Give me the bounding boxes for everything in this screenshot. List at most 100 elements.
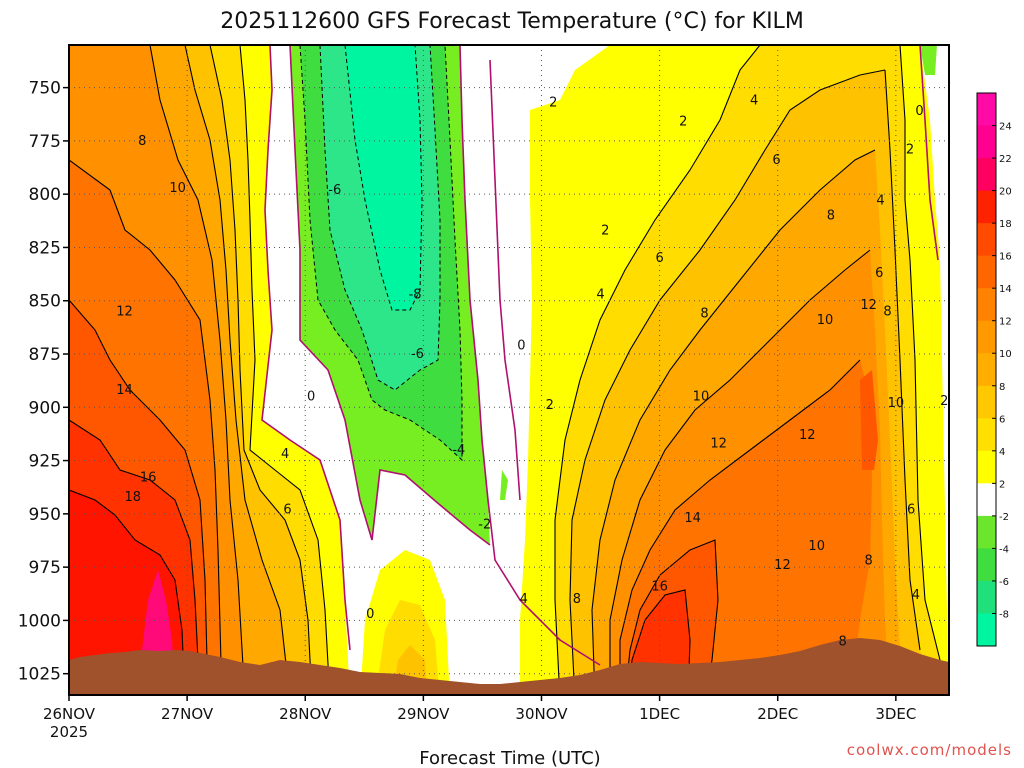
- contour-label: -8: [409, 287, 422, 302]
- colorbar-swatch: [977, 418, 996, 452]
- colorbar-label: 10: [999, 349, 1012, 360]
- colorbar-swatch: [977, 353, 996, 387]
- y-tick-label: 1000: [18, 611, 61, 631]
- contour-line: [69, 489, 186, 695]
- contour-label: 8: [138, 134, 146, 149]
- x-axis-label: Forecast Time (UTC): [419, 748, 600, 768]
- contour-label: 0: [307, 390, 315, 405]
- y-tick-label: 1025: [18, 665, 61, 685]
- contour-label: 2: [679, 115, 687, 130]
- contour-line: [69, 299, 209, 695]
- contour-line: [209, 45, 313, 695]
- contour-label: 10: [169, 181, 186, 196]
- contour-label: 0: [366, 607, 374, 622]
- contour-line-negative: [319, 45, 441, 391]
- contour-line-zero: [289, 45, 491, 546]
- colorbar-label: 6: [999, 414, 1005, 425]
- contour-label: 10: [888, 396, 905, 411]
- contour-label: -6: [411, 347, 424, 362]
- colorbar-swatch: [977, 158, 996, 192]
- colorbar-swatch: [977, 93, 996, 127]
- contour-label: 12: [860, 298, 877, 313]
- y-tick-label: 900: [29, 398, 61, 418]
- contour-label: 4: [281, 447, 289, 462]
- colorbar-swatch: [977, 580, 996, 614]
- x-tick-label: 26NOV: [43, 705, 96, 723]
- plot-frame: [68, 44, 950, 696]
- colorbar-label: -2: [999, 512, 1009, 523]
- contour-label: 8: [827, 208, 835, 223]
- colorbar-label: 4: [999, 447, 1005, 458]
- colorbar-swatch: [977, 548, 996, 582]
- contour-label: 10: [693, 390, 710, 405]
- contour-label: 4: [912, 588, 920, 603]
- x-tick-label: 29NOV: [397, 705, 450, 723]
- x-tick-label: 27NOV: [161, 705, 214, 723]
- colorbar-label: 20: [999, 187, 1012, 198]
- x-tick-label: 1DEC: [639, 705, 680, 723]
- colorbar-swatch: [977, 450, 996, 484]
- contour-line-zero: [919, 45, 939, 261]
- colorbar-label: 14: [999, 284, 1012, 295]
- y-tick-label: 825: [29, 238, 61, 258]
- y-axis: 750 775 800 825 850 875 900 925 950 975 1000 1025: [18, 79, 69, 685]
- contour-label: 10: [808, 539, 825, 554]
- colorbar-label: 22: [999, 154, 1012, 165]
- contour-label: 4: [750, 93, 758, 108]
- contour-line-zero: [261, 45, 351, 651]
- contour-line: [149, 45, 246, 695]
- contour-line: [619, 359, 861, 695]
- contour-label: 12: [710, 437, 727, 452]
- temperature-fill-layer: [69, 45, 949, 695]
- y-tick-label: 775: [29, 132, 61, 152]
- contour-label: 2: [546, 398, 554, 413]
- colorbar: 24 22 20 18 16 14 12 10 8 6 4 2 -2 -4 -6 -8: [976, 92, 1012, 647]
- grid-lines: [69, 45, 949, 695]
- contour-label: 18: [125, 490, 142, 505]
- contour-line: [569, 69, 886, 695]
- contour-label: 16: [651, 579, 668, 594]
- contour-line: [609, 249, 871, 695]
- x-tick-label: 28NOV: [279, 705, 332, 723]
- contour-label: 12: [116, 304, 133, 319]
- fill-14-right-upper: [860, 370, 878, 470]
- terrain-fill: [69, 638, 949, 695]
- credit-link[interactable]: coolwx.com/models: [847, 741, 1012, 759]
- contour-label: 6: [655, 251, 663, 266]
- contour-label: 8: [700, 307, 708, 322]
- contour-label: 6: [875, 266, 883, 281]
- contour-label: 4: [596, 287, 604, 302]
- contour-label: 2: [601, 223, 609, 238]
- contour-label: 10: [817, 313, 834, 328]
- contour-label: 2: [940, 394, 948, 409]
- contour-line: [627, 589, 691, 695]
- colorbar-label: 8: [999, 382, 1005, 393]
- y-tick-label: 800: [29, 185, 61, 205]
- x-tick-label: 3DEC: [875, 705, 916, 723]
- contour-label: -6: [328, 183, 341, 198]
- contour-label: 14: [116, 383, 133, 398]
- colorbar-swatch: [977, 288, 996, 322]
- colorbar-label: 24: [999, 122, 1012, 133]
- colorbar-swatch: [977, 255, 996, 289]
- contour-line: [184, 45, 290, 695]
- x-tick-label: 30NOV: [515, 705, 568, 723]
- contour-label: 12: [799, 428, 816, 443]
- colorbar-swatch: [977, 483, 996, 517]
- y-tick-label: 975: [29, 558, 61, 578]
- colorbar-frame: [976, 92, 997, 647]
- contour-line: [624, 539, 719, 695]
- contour-line: [554, 45, 761, 695]
- contour-label: 8: [839, 635, 847, 650]
- contour-label: 16: [140, 471, 157, 486]
- contour-label: 8: [865, 554, 873, 569]
- colorbar-label: -6: [999, 577, 1009, 588]
- contour-line: [899, 45, 941, 661]
- contour-line-zero: [459, 45, 601, 666]
- colorbar-label: 2: [999, 479, 1005, 490]
- fill-neg2-sliver: [500, 470, 508, 500]
- contour-line: [239, 45, 331, 695]
- y-tick-label: 850: [29, 292, 61, 312]
- contour-line: [591, 149, 876, 695]
